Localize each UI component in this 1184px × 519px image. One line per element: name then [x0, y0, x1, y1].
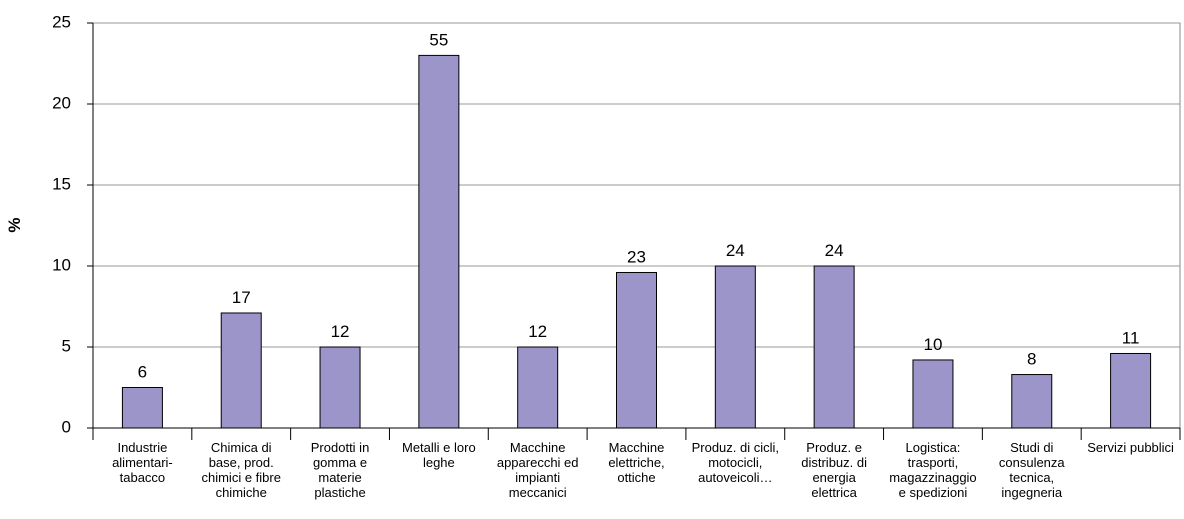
x-tick-label: Studi di consulenza tecnica, ingegneria [999, 440, 1066, 500]
y-axis-label: % [5, 217, 24, 232]
value-label: 24 [726, 241, 745, 260]
bar [1110, 352, 1152, 429]
y-tick-label: 0 [62, 417, 71, 436]
value-label: 11 [1122, 328, 1140, 347]
bar [1011, 374, 1053, 429]
bar [121, 387, 163, 429]
value-label: 24 [825, 241, 844, 260]
bar [714, 265, 756, 429]
bar [813, 265, 855, 429]
x-tick-label: Servizi pubblici [1087, 440, 1174, 455]
bar [517, 346, 559, 429]
value-label: 12 [331, 322, 350, 341]
value-label: 55 [429, 30, 448, 49]
value-label: 12 [528, 322, 547, 341]
x-tick-label: Chimica di base, prod. chimici e fibre chim… [201, 440, 280, 500]
y-tick-label: 5 [62, 336, 71, 355]
x-tick-label: Logistica: trasporti, magazzinaggio e spedi… [889, 440, 976, 500]
bar [220, 312, 262, 429]
y-tick-label: 25 [52, 12, 71, 31]
bar [319, 346, 361, 429]
x-tick-label: Macchine apparecchi ed impianti meccanici [497, 440, 579, 500]
x-tick-label: Prodotti in gomma e materie plastiche [311, 440, 370, 500]
x-tick-label: Industrie alimentari-tabacco [112, 440, 173, 485]
bar [616, 271, 657, 429]
value-label: 10 [923, 335, 942, 354]
value-label: 23 [627, 247, 646, 266]
x-tick-label: Produz. di cicli, motocicli, autoveicoli… [692, 440, 779, 485]
value-label: 17 [232, 288, 251, 307]
x-tick-label: Macchine elettriche, ottiche [608, 440, 664, 485]
x-tick-label: Metalli e loro leghe [402, 440, 476, 470]
y-tick-label: 10 [52, 255, 71, 274]
bar [418, 54, 460, 429]
bar [912, 359, 954, 429]
value-label: 6 [138, 363, 147, 382]
value-label: 8 [1027, 350, 1036, 369]
y-tick-label: 20 [52, 93, 71, 112]
x-tick-label: Produz. e distribuz. di energia elettrica [801, 440, 867, 500]
y-tick-label: 15 [52, 174, 71, 193]
